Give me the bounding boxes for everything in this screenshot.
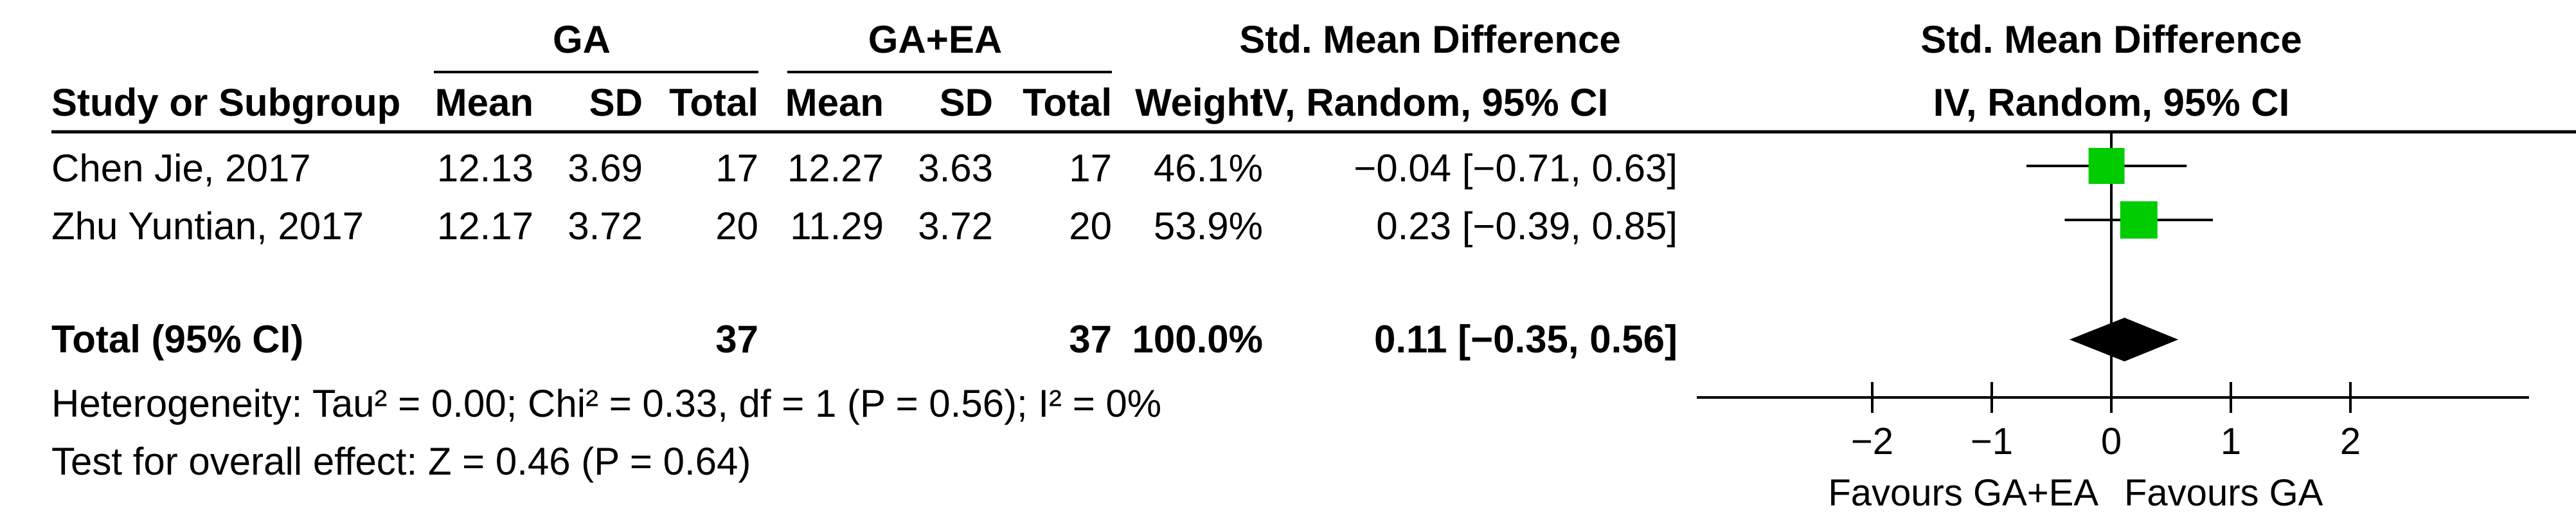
plot-method: IV, Random, 95% CI — [1933, 81, 2290, 124]
col-weight-header: Weight — [1135, 81, 1263, 124]
study-mean1: 12.13 — [437, 147, 533, 190]
study-total1: 17 — [715, 147, 758, 190]
x-tick-label: 0 — [2101, 421, 2122, 462]
col-sd1-header: SD — [589, 81, 643, 124]
x-tick-label: −1 — [1971, 421, 2013, 462]
study-row: Chen Jie, 2017 12.13 3.69 17 12.27 3.63 … — [51, 147, 1677, 190]
heterogeneity-text: Heterogeneity: Tau² = 0.00; Chi² = 0.33,… — [51, 382, 1161, 425]
effect-col-title: Std. Mean Difference — [1239, 18, 1620, 61]
overall-effect-text: Test for overall effect: Z = 0.46 (P = 0… — [51, 440, 751, 483]
total-row: Total (95% CI) 37 37 100.0% 0.11 [−0.35,… — [51, 318, 1677, 361]
study-sd1: 3.72 — [568, 205, 643, 248]
plot-area: −2 −1 0 1 2 Favours GA+EA Favours GA — [1697, 132, 2529, 514]
study-row: Zhu Yuntian, 2017 12.17 3.72 20 11.29 3.… — [51, 205, 1677, 248]
study-sd1: 3.69 — [568, 147, 643, 190]
x-tick-label: 1 — [2221, 421, 2241, 462]
study-total2: 20 — [1069, 205, 1112, 248]
group1-header: GA — [553, 18, 611, 61]
total-weight: 100.0% — [1132, 318, 1264, 361]
study-total1: 20 — [715, 205, 758, 248]
study-name: Chen Jie, 2017 — [51, 147, 311, 190]
total-total2: 37 — [1069, 318, 1112, 361]
col-mean2-header: Mean — [785, 81, 884, 124]
col-total1-header: Total — [669, 81, 758, 124]
study-weight: 46.1% — [1154, 147, 1263, 190]
study-name: Zhu Yuntian, 2017 — [51, 205, 364, 248]
x-tick-label: 2 — [2340, 421, 2361, 462]
x-tick-label: −2 — [1851, 421, 1893, 462]
total-total1: 37 — [715, 318, 758, 361]
col-total2-header: Total — [1023, 81, 1112, 124]
study-mean2: 11.29 — [790, 205, 884, 248]
study-ci: 0.23 [−0.39, 0.85] — [1376, 205, 1677, 248]
study-total2: 17 — [1069, 147, 1112, 190]
pooled-effect-diamond — [2069, 318, 2179, 361]
favours-right-label: Favours GA — [2124, 472, 2323, 514]
study-effect-square — [2088, 148, 2125, 184]
plot-title: Std. Mean Difference — [1920, 18, 2302, 61]
total-label: Total (95% CI) — [51, 318, 303, 361]
group2-header: GA+EA — [868, 18, 1002, 61]
col-study-header: Study or Subgroup — [51, 81, 400, 124]
study-sd2: 3.72 — [918, 205, 993, 248]
study-effect-square — [2120, 201, 2158, 239]
col-sd2-header: SD — [940, 81, 993, 124]
study-ci: −0.04 [−0.71, 0.63] — [1354, 147, 1677, 190]
study-sd2: 3.63 — [918, 147, 993, 190]
study-mean1: 12.17 — [437, 205, 533, 248]
effect-col-method: IV, Random, 95% CI — [1252, 81, 1609, 124]
col-mean1-header: Mean — [435, 81, 533, 124]
study-mean2: 12.27 — [787, 147, 884, 190]
study-weight: 53.9% — [1154, 205, 1263, 248]
favours-left-label: Favours GA+EA — [1828, 472, 2098, 514]
total-ci: 0.11 [−0.35, 0.56] — [1374, 318, 1677, 361]
